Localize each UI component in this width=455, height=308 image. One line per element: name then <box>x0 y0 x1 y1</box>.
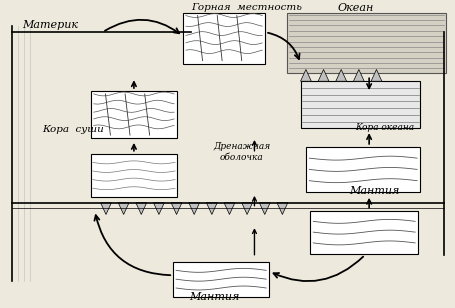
Polygon shape <box>241 203 252 214</box>
Polygon shape <box>171 203 182 214</box>
Text: Кора  суши: Кора суши <box>42 125 103 134</box>
Bar <box>173 261 268 297</box>
Text: Горная  местность: Горная местность <box>190 3 301 12</box>
Polygon shape <box>118 203 129 214</box>
Polygon shape <box>206 203 217 214</box>
Polygon shape <box>101 203 111 214</box>
Text: Мантия: Мантия <box>349 186 399 196</box>
Polygon shape <box>259 203 269 214</box>
Text: Материк: Материк <box>22 20 78 30</box>
Bar <box>182 13 265 63</box>
Bar <box>91 154 177 197</box>
Polygon shape <box>153 203 164 214</box>
Bar <box>310 211 417 254</box>
Text: Кора океана: Кора океана <box>354 123 414 132</box>
Polygon shape <box>276 203 287 214</box>
Polygon shape <box>335 69 346 81</box>
Polygon shape <box>300 69 311 81</box>
Polygon shape <box>188 203 199 214</box>
Polygon shape <box>353 69 364 81</box>
Polygon shape <box>136 203 147 214</box>
Polygon shape <box>370 69 381 81</box>
Bar <box>91 91 177 138</box>
Text: Дренажная
оболочка: Дренажная оболочка <box>212 142 270 162</box>
Text: Океан: Океан <box>337 3 373 13</box>
Text: Мантия: Мантия <box>188 292 239 302</box>
Bar <box>286 13 445 73</box>
Bar <box>300 81 419 128</box>
Bar <box>306 147 419 192</box>
Polygon shape <box>223 203 234 214</box>
Polygon shape <box>318 69 328 81</box>
